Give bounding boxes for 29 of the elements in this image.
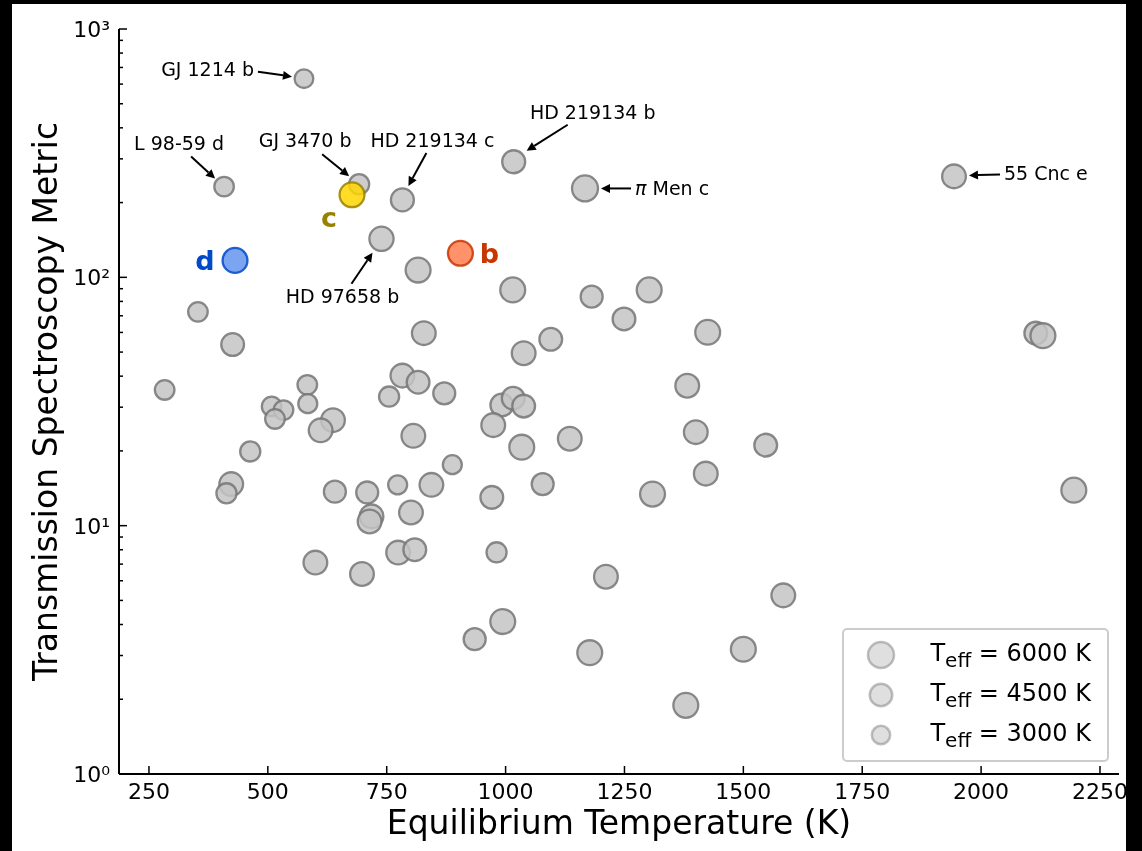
annotation: GJ 1214 b: [161, 57, 254, 80]
y-tick-label: 10³: [73, 16, 110, 42]
x-tick-label: 2000: [953, 779, 1010, 804]
annotation: π Men c: [635, 177, 710, 200]
annotation: d: [195, 244, 215, 276]
x-tick-label: 500: [246, 779, 289, 804]
legend-label: T$_{eff}$ = 6000 K: [930, 638, 1091, 672]
x-tick-label: 750: [365, 779, 408, 804]
x-tick-label: 1250: [596, 779, 653, 804]
annotation: HD 219134 c: [370, 128, 495, 151]
annotation: GJ 3470 b: [258, 129, 352, 152]
legend-label: T$_{eff}$ = 3000 K: [930, 718, 1091, 752]
annotation: HD 219134 b: [529, 100, 656, 123]
y-tick-label: 10²: [73, 264, 110, 290]
legend-label: T$_{eff}$ = 4500 K: [930, 678, 1091, 712]
y-axis-title: Transmission Spectroscopy Metric: [25, 121, 65, 683]
y-tick-label: 10⁰: [73, 761, 111, 787]
x-tick-label: 1000: [477, 779, 534, 804]
x-tick-label: 2250: [1071, 779, 1128, 804]
annotation: c: [320, 201, 338, 233]
x-tick-label: 250: [127, 779, 170, 804]
annotation: 55 Cnc e: [1004, 162, 1088, 185]
x-tick-label: 1500: [715, 779, 772, 804]
annotation: L 98-59 d: [134, 131, 225, 154]
annotation: b: [479, 237, 500, 269]
x-tick-label: 1750: [834, 779, 891, 804]
y-tick-label: 10¹: [73, 513, 110, 539]
x-axis-title: Equilibrium Temperature (K): [386, 803, 852, 842]
annotation: HD 97658 b: [285, 284, 400, 307]
